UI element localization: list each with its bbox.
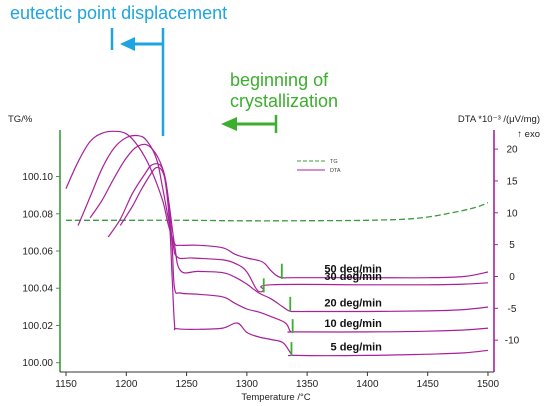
rate-label-0: 50 deg/min: [324, 264, 382, 276]
right-tick-label-5: -5: [508, 304, 517, 315]
right-axis-title: DTA *10⁻³ /(μV/mg): [458, 114, 540, 125]
right-tick-label-4: 0: [509, 272, 515, 283]
crystallization-arrow-head-icon: [221, 117, 237, 131]
right-tick-label-0: 20: [506, 145, 518, 156]
left-tick-label-1: 100.02: [22, 321, 53, 332]
x-tick-label-1150: 1150: [55, 379, 77, 390]
crystallization-annotation-line1: beginning of: [230, 70, 329, 90]
dta-series-group: [65, 130, 489, 357]
x-axis-title: Temperature /°C: [241, 392, 310, 403]
left-tick-label-0: 100.00: [22, 358, 53, 369]
legend-tg-label: TG: [330, 159, 338, 165]
dta-series-line-1: [77, 134, 489, 293]
right-axis-exo-note: ↑ exo: [517, 129, 540, 140]
crystallization-annotation: beginning of crystallization: [221, 70, 338, 133]
left-tick-label-3: 100.06: [22, 247, 53, 258]
left-tick-label-5: 100.10: [22, 172, 53, 183]
rate-label-4: 5 deg/min: [331, 341, 383, 353]
tg-series-line: [66, 201, 489, 222]
left-tick-label-2: 100.04: [22, 284, 53, 295]
eutectic-arrow-head-icon: [120, 37, 135, 51]
right-tick-label-1: 15: [506, 176, 518, 187]
x-tick-label-1250: 1250: [175, 379, 198, 390]
x-tick-label-1500: 1500: [477, 379, 500, 390]
x-tick-label-1350: 1350: [296, 379, 319, 390]
left-axis-title: TG/%: [8, 114, 33, 125]
rate-label-1: 30 deg/min: [324, 271, 382, 283]
dta-series-line-0: [65, 130, 489, 279]
tg-series-group: [66, 201, 489, 222]
right-tick-label-6: -10: [505, 336, 520, 347]
rate-label-2: 20 deg/min: [324, 298, 382, 310]
x-tick-label-1200: 1200: [115, 379, 138, 390]
ticks-group: 1150 1200 1250 1300 1350 1400 1450 1500 100.00 10…: [22, 145, 519, 390]
crystallization-markers-group: [262, 263, 294, 357]
x-tick-label-1450: 1450: [417, 379, 440, 390]
right-tick-label-3: 5: [509, 240, 515, 251]
legend-dta-label: DTA: [330, 168, 341, 174]
right-tick-label-2: 10: [506, 208, 518, 219]
dta-series-line-4: [119, 166, 489, 357]
x-tick-label-1400: 1400: [356, 379, 379, 390]
legend: TG DTA: [297, 159, 341, 174]
eutectic-annotation-text: eutectic point displacement: [10, 3, 227, 23]
x-tick-label-1300: 1300: [236, 379, 259, 390]
eutectic-annotation: eutectic point displacement: [10, 3, 227, 136]
left-tick-label-4: 100.08: [22, 209, 53, 220]
dta-series-line-2: [89, 143, 489, 313]
crystallization-annotation-line2: crystallization: [230, 91, 338, 111]
dta-series-line-3: [107, 163, 489, 333]
rate-label-3: 10 deg/min: [324, 318, 382, 330]
